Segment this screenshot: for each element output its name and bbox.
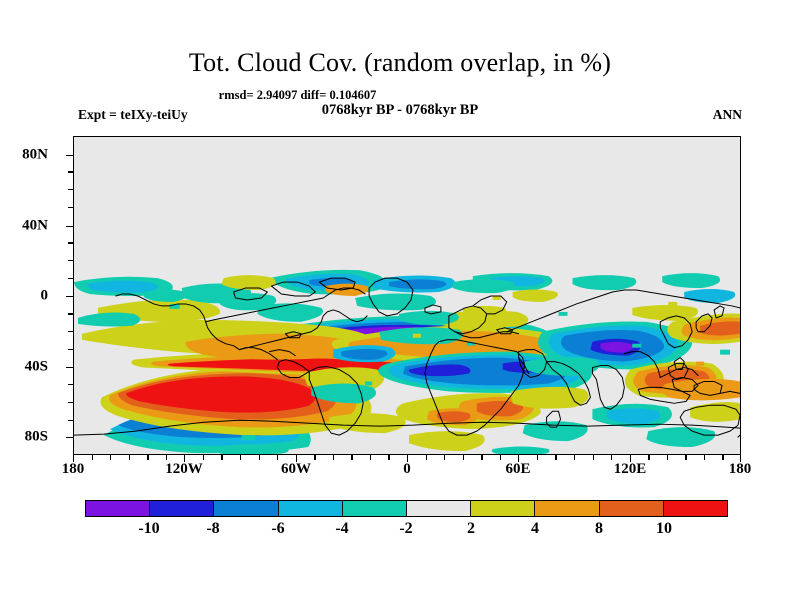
colorbar-band-3 <box>278 501 343 516</box>
x-tick-minor <box>574 455 576 460</box>
page-title: Tot. Cloud Cov. (random overlap, in %) <box>188 48 612 77</box>
y-tick-minor <box>68 313 73 315</box>
x-tick-minor <box>128 455 130 460</box>
x-tick-minor <box>555 455 557 460</box>
x-tick-major <box>630 455 632 462</box>
colorbar-tick-3: -4 <box>335 520 349 537</box>
y-tick-minor <box>68 419 73 421</box>
colorbar-tick-6: 4 <box>531 520 539 537</box>
map-plot-area <box>73 136 741 455</box>
x-tick-major <box>740 455 742 462</box>
x-axis-label-6: 180 <box>728 461 752 477</box>
x-tick-minor <box>722 455 724 460</box>
x-tick-minor <box>202 455 205 460</box>
x-tick-minor <box>314 455 316 460</box>
period-label: 0768kyr BP - 0768kyr BP <box>321 102 479 118</box>
x-tick-minor <box>221 455 223 460</box>
y-tick-minor <box>68 189 73 191</box>
x-tick-minor <box>91 455 93 460</box>
x-tick-major <box>73 455 75 462</box>
x-tick-minor <box>351 455 353 460</box>
colorbar-band-4 <box>342 501 408 516</box>
x-tick-minor <box>592 455 594 460</box>
x-tick-minor <box>425 455 427 460</box>
colorbar-tick-0: -10 <box>138 520 160 537</box>
x-tick-minor <box>666 455 669 460</box>
colorbar-tick-4: -2 <box>399 520 413 537</box>
x-tick-major <box>518 455 520 462</box>
statistics-line: rmsd= 2.94097 diff= 0.104607 <box>218 88 377 102</box>
colorbar-band-7 <box>535 501 600 516</box>
x-axis-label-0: 180 <box>61 461 85 477</box>
colorbar <box>85 500 728 517</box>
colorbar-band-6 <box>471 501 536 516</box>
y-tick-minor <box>68 260 73 262</box>
x-tick-minor <box>648 455 650 460</box>
x-tick-minor <box>369 455 372 460</box>
x-axis-label-4: 60E <box>505 461 531 477</box>
y-tick-minor <box>68 277 73 280</box>
y-axis-label-0: 80N <box>22 146 48 163</box>
colorbar-tick-5: 2 <box>467 520 475 537</box>
x-tick-minor <box>277 455 279 460</box>
colorbar-tick-2: -6 <box>271 520 285 537</box>
y-axis-label-1: 40N <box>22 217 48 234</box>
x-tick-minor <box>703 455 706 460</box>
colorbar-tick-7: 8 <box>595 520 603 537</box>
x-tick-minor <box>611 455 613 460</box>
colorbar-band-1 <box>150 501 215 516</box>
x-axis-label-5: 120E <box>613 461 647 477</box>
y-tick-minor <box>68 242 73 244</box>
y-axis-label-3: 40S <box>24 358 48 375</box>
season-label: ANN <box>712 107 742 122</box>
y-tick-major <box>66 367 73 369</box>
x-tick-minor <box>388 455 390 460</box>
y-axis-label-2: 0 <box>40 287 49 304</box>
x-tick-major <box>184 455 186 462</box>
experiment-label: Expt = teIXy-teiUy <box>78 107 188 122</box>
y-tick-minor <box>68 384 73 386</box>
colorbar-tick-8: 10 <box>656 520 672 537</box>
y-tick-minor <box>68 348 73 350</box>
x-axis-label-1: 120W <box>165 461 203 477</box>
x-tick-minor <box>258 455 260 460</box>
colorbar-band-0 <box>86 501 151 516</box>
x-axis-label-2: 60W <box>281 461 311 477</box>
y-tick-major <box>66 226 73 228</box>
x-tick-minor <box>147 455 149 460</box>
y-tick-major <box>66 296 73 298</box>
x-tick-major <box>296 455 298 462</box>
x-tick-minor <box>444 455 446 460</box>
x-tick-minor <box>165 455 168 460</box>
x-tick-minor <box>685 455 687 460</box>
x-tick-minor <box>332 455 335 460</box>
y-tick-minor <box>68 206 73 209</box>
x-tick-minor <box>481 455 483 460</box>
x-tick-minor <box>240 455 242 460</box>
x-tick-minor <box>536 455 539 460</box>
y-tick-major <box>66 437 73 439</box>
colorbar-band-9 <box>663 501 728 516</box>
x-axis-label-3: 0 <box>403 461 411 477</box>
y-tick-minor <box>68 171 73 173</box>
y-tick-major <box>66 155 73 157</box>
colorbar-band-5 <box>407 501 472 516</box>
colorbar-band-8 <box>599 501 664 516</box>
x-tick-minor <box>499 455 502 460</box>
x-tick-minor <box>110 455 112 460</box>
colorbar-tick-1: -8 <box>206 520 220 537</box>
y-tick-minor <box>68 401 73 404</box>
y-tick-minor <box>68 330 73 333</box>
x-tick-minor <box>462 455 464 460</box>
y-axis-label-4: 80S <box>24 428 48 445</box>
colorbar-band-2 <box>214 501 279 516</box>
x-tick-major <box>407 455 409 462</box>
